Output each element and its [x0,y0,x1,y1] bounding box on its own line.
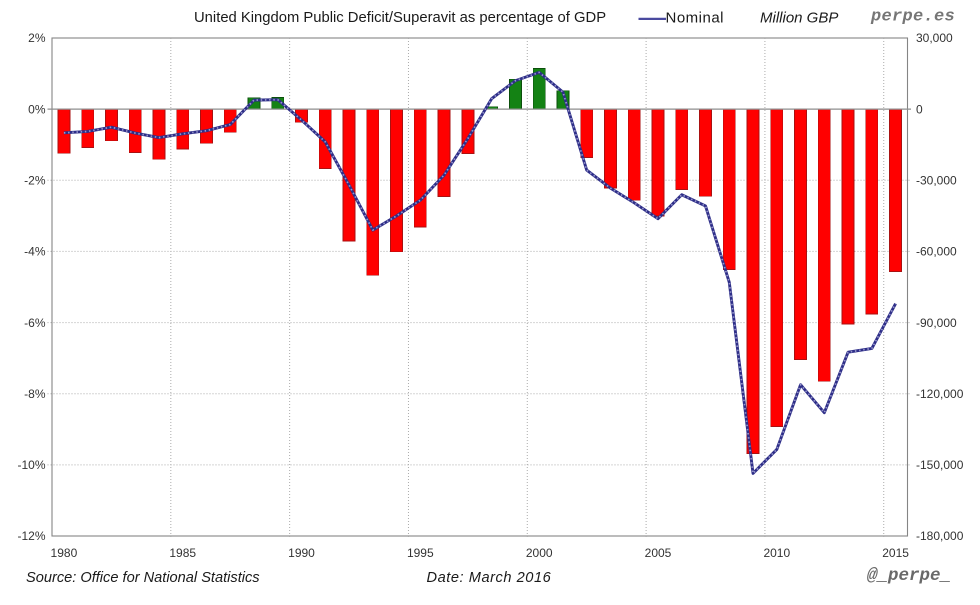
svg-text:2000: 2000 [526,546,553,560]
svg-text:30,000: 30,000 [916,31,953,45]
svg-text:0: 0 [916,102,923,116]
svg-text:-2%: -2% [24,174,46,188]
svg-text:Nominal: Nominal [666,10,725,27]
svg-text:0%: 0% [28,102,46,116]
svg-text:-10%: -10% [17,458,45,472]
svg-text:-120,000: -120,000 [916,387,964,401]
svg-text:-12%: -12% [17,529,45,543]
svg-text:1985: 1985 [169,546,196,560]
svg-text:-30,000: -30,000 [916,174,957,188]
svg-text:1990: 1990 [288,546,315,560]
svg-text:2015: 2015 [882,546,909,560]
svg-text:Source: Office for National St: Source: Office for National Statistics [26,570,260,586]
svg-text:1995: 1995 [407,546,434,560]
svg-text:-90,000: -90,000 [916,316,957,330]
svg-text:Million GBP: Million GBP [760,10,838,27]
svg-text:-150,000: -150,000 [916,458,964,472]
svg-text:2%: 2% [28,31,46,45]
svg-text:2010: 2010 [763,546,790,560]
svg-text:-6%: -6% [24,316,46,330]
svg-text:perpe.es: perpe.es [870,8,955,27]
svg-text:1980: 1980 [51,546,78,560]
svg-text:-180,000: -180,000 [916,529,964,543]
svg-text:United Kingdom Public Deficit/: United Kingdom Public Deficit/Superavit … [194,10,606,26]
svg-text:Date: March 2016: Date: March 2016 [427,570,552,586]
svg-text:-60,000: -60,000 [916,245,957,259]
svg-text:2005: 2005 [645,546,672,560]
svg-text:-4%: -4% [24,245,46,259]
svg-text:-8%: -8% [24,387,46,401]
svg-text:@_perpe_: @_perpe_ [867,566,951,586]
